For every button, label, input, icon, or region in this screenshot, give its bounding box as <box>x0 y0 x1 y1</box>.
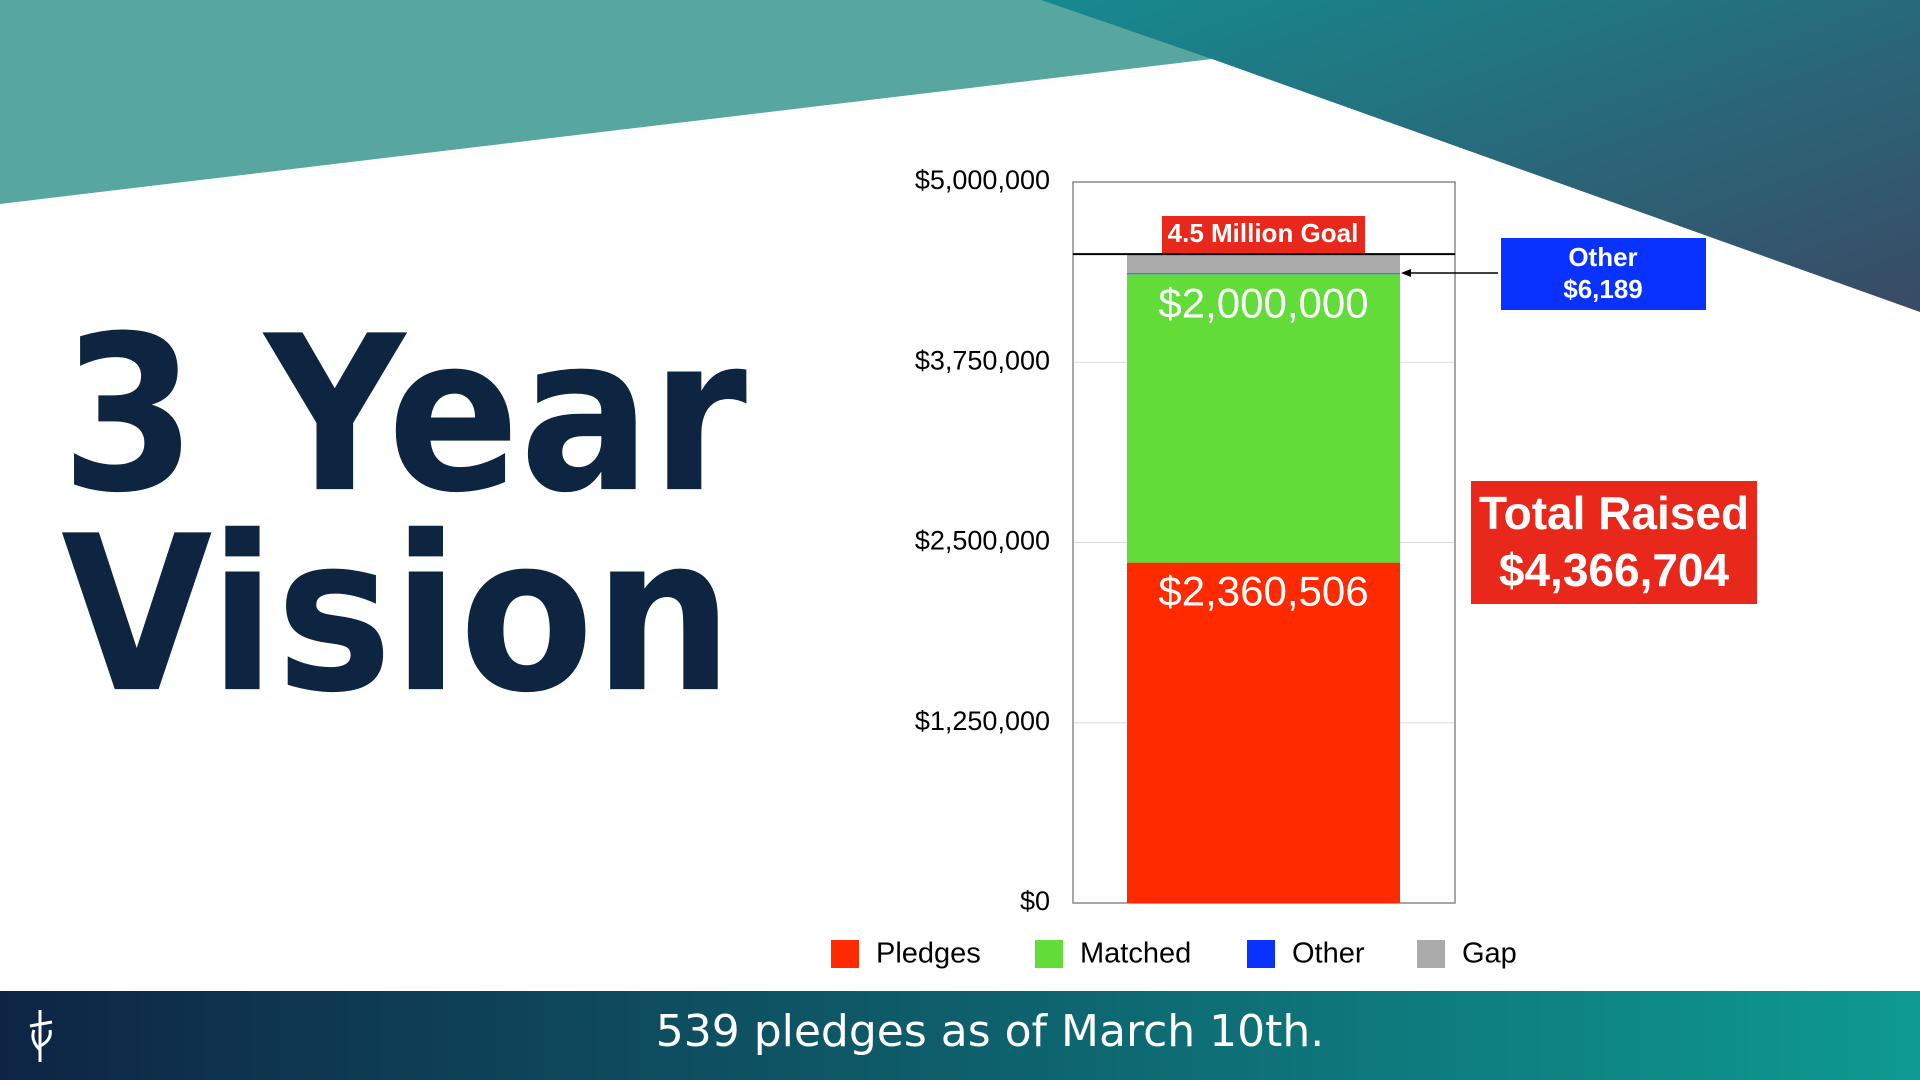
bar-segment <box>1127 254 1400 274</box>
logo <box>29 1010 53 1062</box>
bar-segment <box>1127 273 1400 275</box>
legend-swatch <box>831 940 859 968</box>
footer-band <box>0 991 1920 1080</box>
legend-swatch <box>1417 940 1445 968</box>
legend-label: Other <box>1292 938 1365 970</box>
legend-label: Gap <box>1462 938 1517 970</box>
legend-label: Matched <box>1080 938 1191 970</box>
y-tick-label: $5,000,000 <box>915 165 1050 195</box>
y-tick-label: $2,500,000 <box>915 526 1050 556</box>
heading: 3 Year <box>61 289 747 540</box>
annotation: Total Raised <box>1479 487 1749 539</box>
callout-name: Other <box>1568 242 1637 272</box>
goal-label: 4.5 Million Goal <box>1168 218 1359 248</box>
bar-segment <box>1127 274 1400 563</box>
chart: $0 $1,250,000 $2,500,000 $3,750,000 $5,000,0… <box>831 165 1757 970</box>
data-label: $2,000,000 <box>1158 279 1368 326</box>
heading: Vision <box>61 489 733 740</box>
footer-text: 539 pledges as of March 10th. <box>656 1006 1325 1057</box>
legend-swatch <box>1035 940 1063 968</box>
y-tick-label: $3,750,000 <box>915 345 1050 375</box>
goal-box <box>1162 216 1365 253</box>
data-label: $2,360,506 <box>1158 568 1368 615</box>
callout-value: $6,189 <box>1563 274 1643 304</box>
legend-label: Pledges <box>876 938 981 970</box>
y-tick-label: $0 <box>1020 886 1050 916</box>
y-tick-label: $1,250,000 <box>915 706 1050 736</box>
bg-shape <box>1041 0 1920 312</box>
annotation: $4,366,704 <box>1499 544 1730 596</box>
callout-box <box>1501 238 1706 310</box>
bg-shape <box>0 0 1212 204</box>
arrow-head <box>1401 269 1411 277</box>
legend-swatch <box>1247 940 1275 968</box>
bar-segment <box>1127 562 1400 903</box>
total-box <box>1471 481 1757 604</box>
